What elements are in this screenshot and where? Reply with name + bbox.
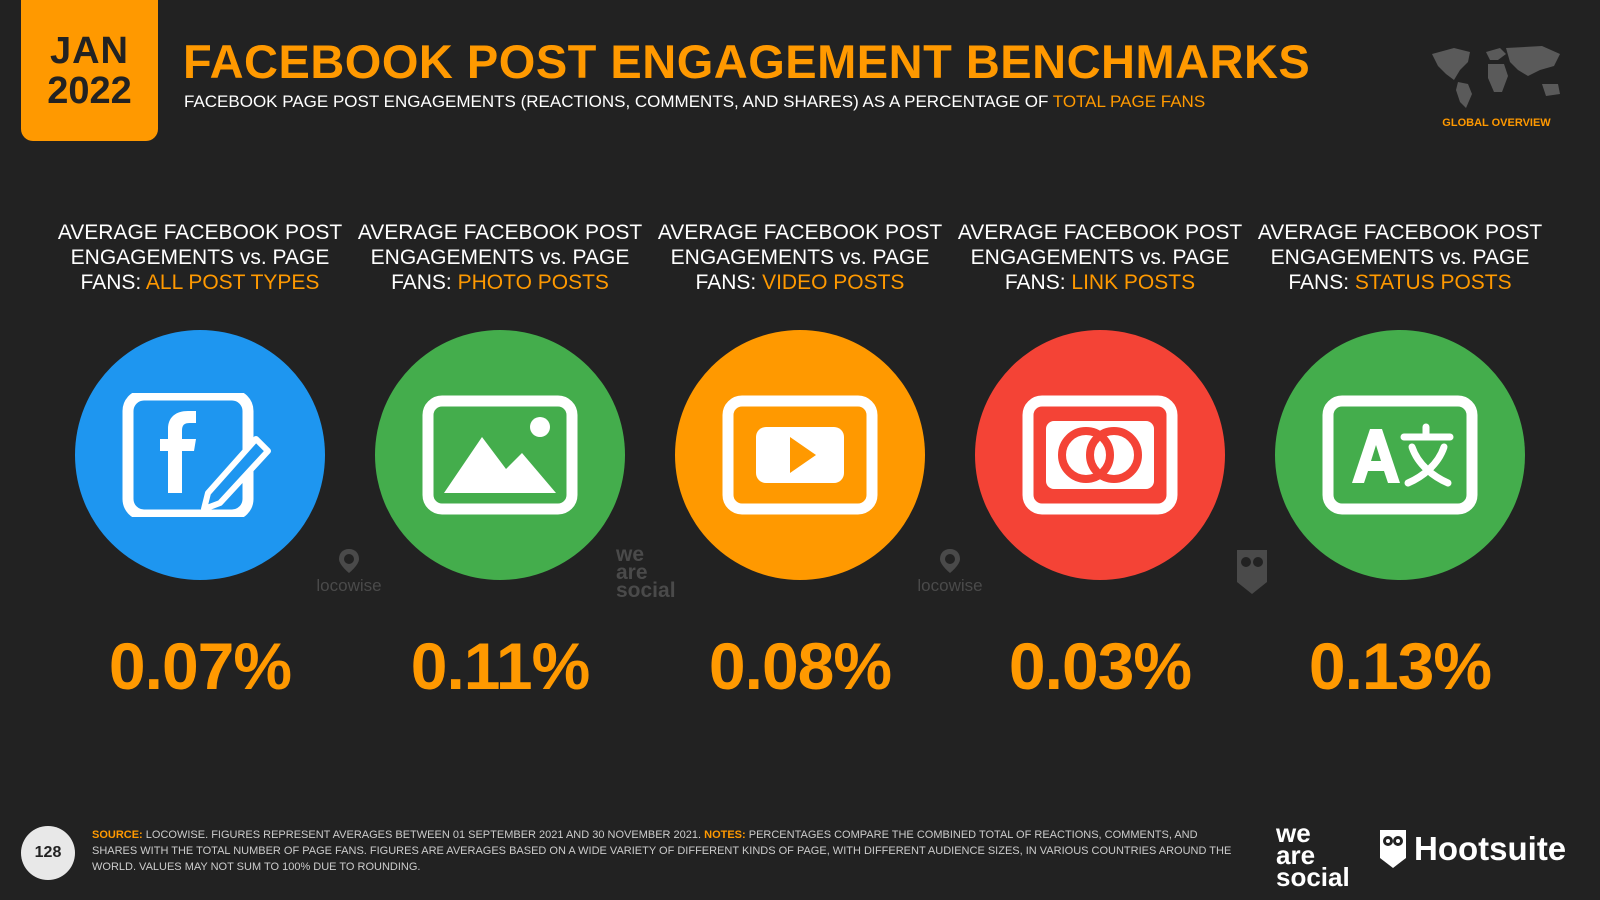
brand-are: are — [1276, 840, 1316, 870]
hootsuite-name: Hootsuite — [1414, 830, 1567, 867]
source-label: SOURCE: — [92, 829, 143, 841]
notes-text: PERCENTAGES COMPARE THE COMBINED TOTAL O… — [92, 829, 1232, 873]
subtitle-text: FACEBOOK PAGE POST ENGAGEMENTS (REACTION… — [184, 92, 1053, 111]
metric-label: AVERAGE FACEBOOK POST ENGAGEMENTS vs. PA… — [950, 220, 1250, 298]
metric-video-posts: AVERAGE FACEBOOK POST ENGAGEMENTS vs. PA… — [650, 220, 950, 704]
metric-label-highlight: STATUS POSTS — [1354, 271, 1512, 294]
link-rings-icon — [1022, 395, 1178, 515]
metric-label-highlight: PHOTO POSTS — [457, 271, 609, 294]
metric-circle — [1275, 330, 1525, 580]
facebook-edit-icon — [122, 393, 271, 517]
metric-label-highlight: ALL POST TYPES — [145, 271, 320, 294]
watermark-we: we — [616, 543, 645, 566]
hootsuite-owl-watermark-icon — [1237, 550, 1267, 594]
hootsuite-logo: Hootsuite — [1378, 828, 1566, 870]
metric-label: AVERAGE FACEBOOK POST ENGAGEMENTS vs. PA… — [50, 220, 350, 298]
metric-photo-posts: AVERAGE FACEBOOK POST ENGAGEMENTS vs. PA… — [350, 220, 650, 704]
world-map-icon — [1432, 46, 1560, 108]
video-play-icon — [722, 395, 878, 515]
locowise-pin-icon — [339, 549, 359, 573]
metric-status-posts: AVERAGE FACEBOOK POST ENGAGEMENTS vs. PA… — [1250, 220, 1550, 704]
we-are-social-logo: we are social — [1276, 818, 1350, 892]
metric-label-text: AVERAGE FACEBOOK POST ENGAGEMENTS vs. PA… — [57, 221, 343, 294]
image-icon — [422, 395, 578, 515]
metric-value: 0.08% — [708, 629, 892, 703]
translate-text-icon — [1322, 395, 1478, 515]
subtitle-highlight: TOTAL PAGE FANS — [1052, 92, 1206, 111]
metric-circle — [675, 330, 925, 580]
metric-all-post-types: AVERAGE FACEBOOK POST ENGAGEMENTS vs. PA… — [50, 220, 350, 704]
metric-circle — [75, 330, 325, 580]
metric-label-highlight: VIDEO POSTS — [762, 271, 905, 294]
metric-link-posts: AVERAGE FACEBOOK POST ENGAGEMENTS vs. PA… — [950, 220, 1250, 704]
page-subtitle: FACEBOOK PAGE POST ENGAGEMENTS (REACTION… — [184, 92, 1205, 112]
locowise-text: locowise — [917, 576, 983, 595]
source-text: LOCOWISE. FIGURES REPRESENT AVERAGES BET… — [142, 829, 705, 841]
hootsuite-owl-icon — [1380, 830, 1406, 868]
page-number: 128 — [21, 826, 75, 880]
we-are-social-watermark: we are social — [616, 543, 676, 602]
locowise-watermark: locowise — [314, 548, 384, 596]
metric-value: 0.07% — [108, 629, 292, 703]
locowise-text: locowise — [316, 576, 382, 595]
metric-label-text: AVERAGE FACEBOOK POST ENGAGEMENTS vs. PA… — [957, 221, 1243, 294]
metric-circle — [375, 330, 625, 580]
date-year: 2022 — [47, 69, 132, 112]
metric-label: AVERAGE FACEBOOK POST ENGAGEMENTS vs. PA… — [650, 220, 950, 298]
brand-we: we — [1276, 818, 1311, 848]
section-label: GLOBAL OVERVIEW — [1442, 117, 1551, 129]
brand-social: social — [1276, 862, 1350, 892]
date-month: JAN — [49, 29, 130, 72]
watermark-are: are — [616, 561, 648, 584]
locowise-pin-icon — [940, 549, 960, 573]
locowise-watermark: locowise — [915, 548, 985, 596]
notes-label: NOTES: — [704, 829, 746, 841]
metric-circle — [975, 330, 1225, 580]
metric-label-text: AVERAGE FACEBOOK POST ENGAGEMENTS vs. PA… — [1257, 221, 1543, 294]
metric-value: 0.03% — [1008, 629, 1192, 703]
metric-label-highlight: LINK POSTS — [1071, 271, 1196, 294]
metric-label: AVERAGE FACEBOOK POST ENGAGEMENTS vs. PA… — [350, 220, 650, 298]
metric-value: 0.13% — [1308, 629, 1492, 703]
watermark-social: social — [616, 579, 676, 602]
date-badge: JAN 2022 — [21, 0, 158, 141]
metric-label-text: AVERAGE FACEBOOK POST ENGAGEMENTS vs. PA… — [357, 221, 643, 294]
source-notes: SOURCE: LOCOWISE. FIGURES REPRESENT AVER… — [92, 827, 1242, 875]
metric-value: 0.11% — [410, 629, 591, 703]
metric-label-text: AVERAGE FACEBOOK POST ENGAGEMENTS vs. PA… — [657, 221, 943, 294]
metric-label: AVERAGE FACEBOOK POST ENGAGEMENTS vs. PA… — [1250, 220, 1550, 298]
page-title: FACEBOOK POST ENGAGEMENT BENCHMARKS — [183, 35, 1311, 88]
